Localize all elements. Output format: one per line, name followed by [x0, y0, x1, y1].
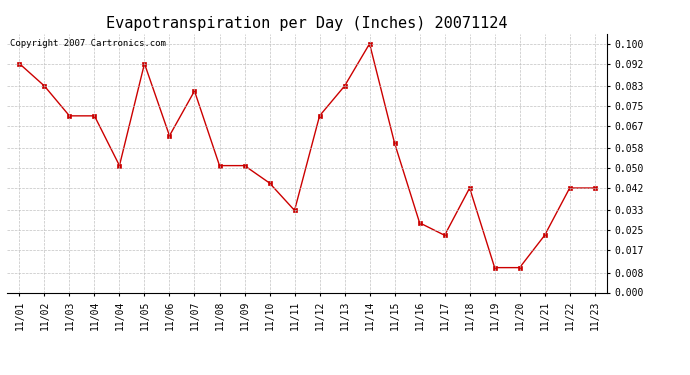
Title: Evapotranspiration per Day (Inches) 20071124: Evapotranspiration per Day (Inches) 2007…: [106, 16, 508, 31]
Text: Copyright 2007 Cartronics.com: Copyright 2007 Cartronics.com: [10, 39, 166, 48]
